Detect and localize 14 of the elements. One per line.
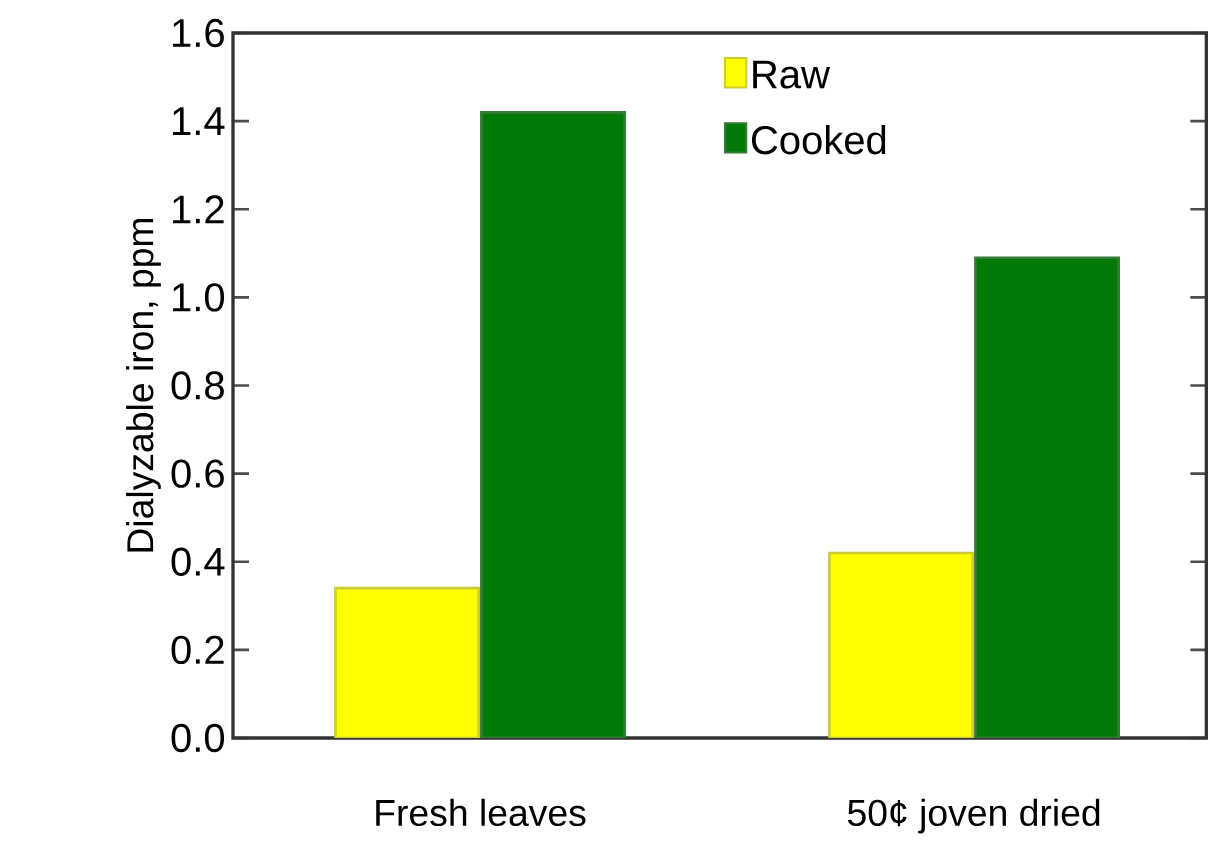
y-tick-label: 1.4 bbox=[173, 107, 225, 135]
y-axis-title: Dialyzable iron, ppm bbox=[126, 218, 161, 552]
y-tick-label: 1.2 bbox=[173, 195, 224, 224]
y-tick-label: 1.6 bbox=[173, 18, 224, 48]
x-tick-label: 50¢ joven dried bbox=[847, 798, 1100, 834]
y-tick-label: 1.0 bbox=[173, 283, 225, 312]
y-tick-label: 0.0 bbox=[171, 723, 225, 753]
y-tick-label: 0.8 bbox=[171, 371, 224, 400]
legend-label: Cooked bbox=[751, 125, 886, 155]
legend-label: Raw bbox=[753, 60, 831, 89]
y-tick-label: 0.6 bbox=[171, 459, 224, 488]
y-tick-label: 0.2 bbox=[171, 635, 224, 665]
x-tick-label: Fresh leaves bbox=[376, 798, 586, 827]
y-tick-label: 0.4 bbox=[171, 547, 225, 576]
